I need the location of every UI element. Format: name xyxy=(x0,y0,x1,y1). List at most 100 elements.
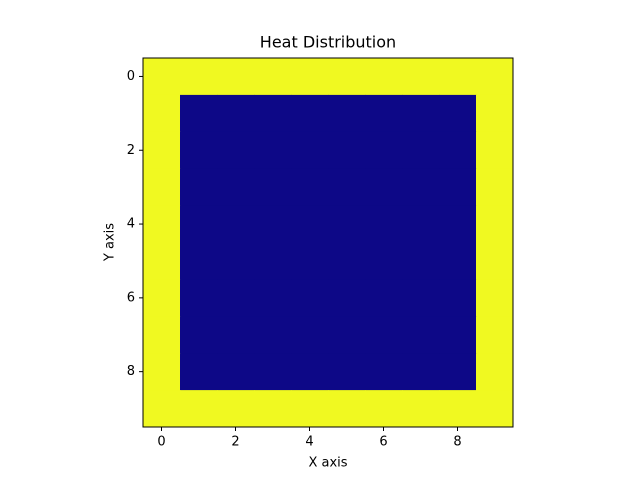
heat-cell xyxy=(365,279,403,317)
heat-cell xyxy=(476,168,514,207)
heat-cell xyxy=(217,316,255,354)
heat-cell xyxy=(476,58,514,96)
heat-cell xyxy=(365,390,403,428)
heat-cell xyxy=(439,131,477,170)
heat-cell xyxy=(476,353,514,391)
heat-cell xyxy=(476,94,514,133)
heat-cell xyxy=(402,131,440,170)
heat-cell xyxy=(365,58,403,96)
x-axis-label: X axis xyxy=(308,456,347,471)
heat-cell xyxy=(143,205,181,243)
heat-cell xyxy=(328,353,366,391)
heat-cell xyxy=(328,168,366,207)
heat-cell xyxy=(180,131,218,170)
heat-cell xyxy=(328,316,366,354)
x-tick-label: 6 xyxy=(379,435,387,450)
y-tick-label: 0 xyxy=(127,69,135,84)
heat-cell xyxy=(143,168,181,207)
heat-cell xyxy=(365,131,403,170)
heat-cell xyxy=(328,58,366,96)
heat-cell xyxy=(402,168,440,207)
y-axis-label: Y axis xyxy=(103,223,118,262)
heat-cell xyxy=(180,353,218,391)
x-tick-label: 0 xyxy=(157,435,165,450)
heat-cell xyxy=(254,168,292,207)
heat-cell xyxy=(402,353,440,391)
heat-cell xyxy=(291,279,329,317)
heat-cell xyxy=(217,131,255,170)
chart-title: Heat Distribution xyxy=(260,33,396,52)
heat-cell xyxy=(402,316,440,354)
x-tick-label: 4 xyxy=(305,435,313,450)
heat-cell xyxy=(143,131,181,170)
heat-cell xyxy=(476,242,514,280)
heat-cell xyxy=(217,168,255,207)
heat-cell xyxy=(476,316,514,354)
heat-cell xyxy=(180,316,218,354)
y-tick-label: 6 xyxy=(127,290,135,305)
heat-cell xyxy=(402,390,440,428)
heat-cell xyxy=(143,279,181,317)
heat-cell xyxy=(180,205,218,243)
heat-cell xyxy=(328,94,366,133)
heat-cell xyxy=(365,205,403,243)
heat-cell xyxy=(328,279,366,317)
heat-cell xyxy=(439,316,477,354)
y-tick-label: 2 xyxy=(127,143,135,158)
heat-cell xyxy=(476,279,514,317)
heat-cell xyxy=(439,205,477,243)
heat-cell xyxy=(402,279,440,317)
heat-cell xyxy=(180,58,218,96)
y-tick-label: 4 xyxy=(127,217,135,232)
heat-cell xyxy=(217,242,255,280)
heat-cell xyxy=(143,390,181,428)
heat-cell xyxy=(217,94,255,133)
heat-cell xyxy=(217,58,255,96)
axes-frame xyxy=(142,57,514,428)
heat-cell xyxy=(217,279,255,317)
heatmap-cells xyxy=(143,58,514,428)
heat-cell xyxy=(365,316,403,354)
heat-cell xyxy=(254,94,292,133)
heat-cell xyxy=(180,279,218,317)
heat-cell xyxy=(365,94,403,133)
heat-cell xyxy=(291,390,329,428)
heat-cell xyxy=(254,242,292,280)
heat-cell xyxy=(143,242,181,280)
heat-cell xyxy=(365,242,403,280)
heat-cell xyxy=(291,131,329,170)
heat-cell xyxy=(476,205,514,243)
x-tick-label: 2 xyxy=(231,435,239,450)
x-tick-label: 8 xyxy=(453,435,461,450)
heat-cell xyxy=(180,242,218,280)
heat-cell xyxy=(254,279,292,317)
heat-cell xyxy=(439,168,477,207)
heat-cell xyxy=(291,205,329,243)
heat-cell xyxy=(217,390,255,428)
heat-cell xyxy=(439,242,477,280)
heat-cell xyxy=(439,390,477,428)
heat-cell xyxy=(291,316,329,354)
heat-cell xyxy=(180,390,218,428)
heat-cell xyxy=(476,131,514,170)
heat-cell xyxy=(439,279,477,317)
heat-cell xyxy=(254,131,292,170)
heat-cell xyxy=(402,94,440,133)
heat-cell xyxy=(439,94,477,133)
heat-cell xyxy=(254,353,292,391)
heat-cell xyxy=(439,353,477,391)
heat-cell xyxy=(365,353,403,391)
heat-cell xyxy=(217,353,255,391)
heat-cell xyxy=(328,242,366,280)
heat-cell xyxy=(143,316,181,354)
heat-cell xyxy=(291,353,329,391)
heat-cell xyxy=(291,242,329,280)
heat-cell xyxy=(291,168,329,207)
heat-cell xyxy=(402,242,440,280)
y-tick-label: 8 xyxy=(127,364,135,379)
heat-cell xyxy=(180,168,218,207)
heat-cell xyxy=(402,58,440,96)
heat-cell xyxy=(291,94,329,133)
heat-cell xyxy=(328,131,366,170)
heat-cell xyxy=(143,94,181,133)
